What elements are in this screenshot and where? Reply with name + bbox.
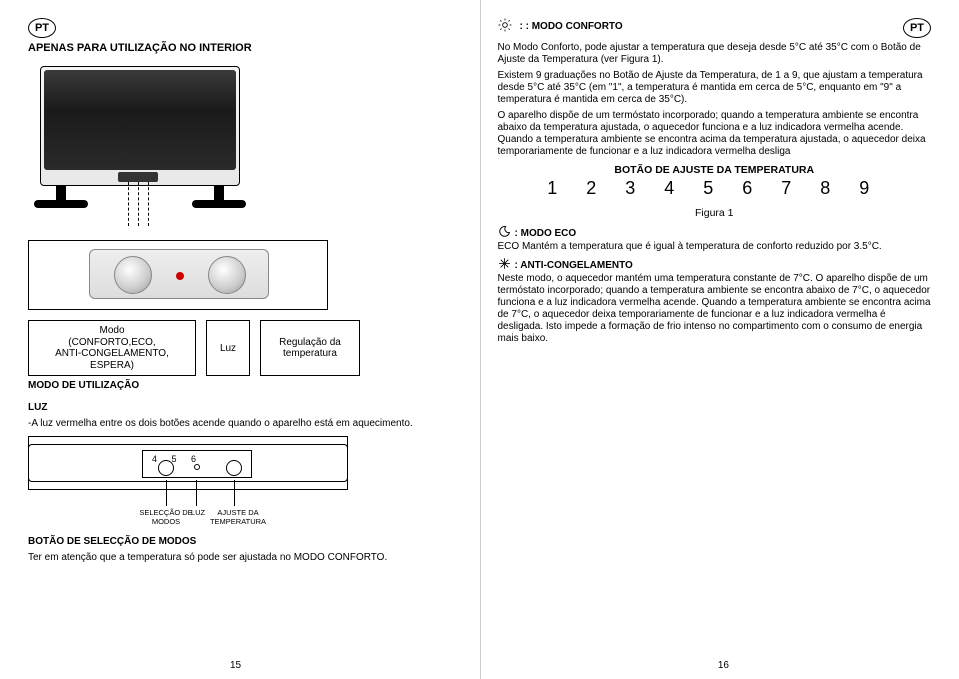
diagram-label-luz: LUZ	[188, 508, 208, 517]
control-panel-zoom	[28, 240, 328, 310]
diagram-label-adj: AJUSTE DA TEMPERATURA	[208, 508, 268, 526]
anti-head: : ANTI-CONGELAMENTO	[515, 260, 633, 271]
conforto-p2: Existem 9 graduações no Botão de Ajuste …	[498, 70, 932, 106]
page-number-left: 15	[230, 660, 241, 671]
language-badge-right: PT	[903, 18, 931, 38]
eco-text: ECO Mantém a temperatura que é igual à t…	[498, 241, 932, 253]
adjust-head: BOTÃO DE AJUSTE DA TEMPERATURA	[498, 164, 932, 176]
mode-box-line3: ANTI-CONGELAMENTO, ESPERA)	[35, 348, 189, 371]
luz-box: Luz	[206, 320, 250, 376]
regulation-box: Regulação da temperatura	[260, 320, 360, 376]
label-box-row: Modo (CONFORTO,ECO, ANTI-CONGELAMENTO, E…	[28, 320, 462, 376]
conforto-p3: O aparelho dispõe de um termóstato incor…	[498, 110, 932, 158]
diagram-label-sel: SELECÇÃO DE MODOS	[138, 508, 194, 526]
conforto-head: : : MODO CONFORTO	[520, 21, 623, 32]
mode-box: Modo (CONFORTO,ECO, ANTI-CONGELAMENTO, E…	[28, 320, 196, 376]
anti-text: Neste modo, o aquecedor mantém uma tempe…	[498, 273, 932, 345]
number-row: 1 2 3 4 5 6 7 8 9	[510, 178, 920, 199]
control-diagram: 4 5 6 SELECÇÃO DE MODOS LUZ AJUSTE DA TE…	[28, 436, 348, 536]
conforto-p1: No Modo Conforto, pode ajustar a tempera…	[498, 42, 932, 66]
eco-head: : MODO ECO	[515, 228, 577, 239]
luz-text: -A luz vermelha entre os dois botões ace…	[28, 418, 462, 430]
left-title: APENAS PARA UTILIZAÇÃO NO INTERIOR	[28, 42, 462, 54]
botao-sel-head: BOTÃO DE SELECÇÃO DE MODOS	[28, 536, 462, 548]
figure-1-label: Figura 1	[498, 207, 932, 219]
modo-utilizacao-head: MODO DE UTILIZAÇÃO	[28, 380, 462, 392]
mode-box-line2: (CONFORTO,ECO,	[35, 337, 189, 349]
luz-head: LUZ	[28, 402, 462, 414]
botao-sel-note: Ter em atenção que a temperatura só pode…	[28, 552, 462, 564]
page-number-right: 16	[718, 660, 729, 671]
sun-icon	[498, 18, 512, 35]
language-badge-left: PT	[28, 18, 56, 38]
mode-box-line1: Modo	[35, 325, 189, 337]
snowflake-icon	[498, 257, 511, 273]
moon-icon	[498, 225, 511, 241]
heater-illustration	[28, 60, 288, 230]
